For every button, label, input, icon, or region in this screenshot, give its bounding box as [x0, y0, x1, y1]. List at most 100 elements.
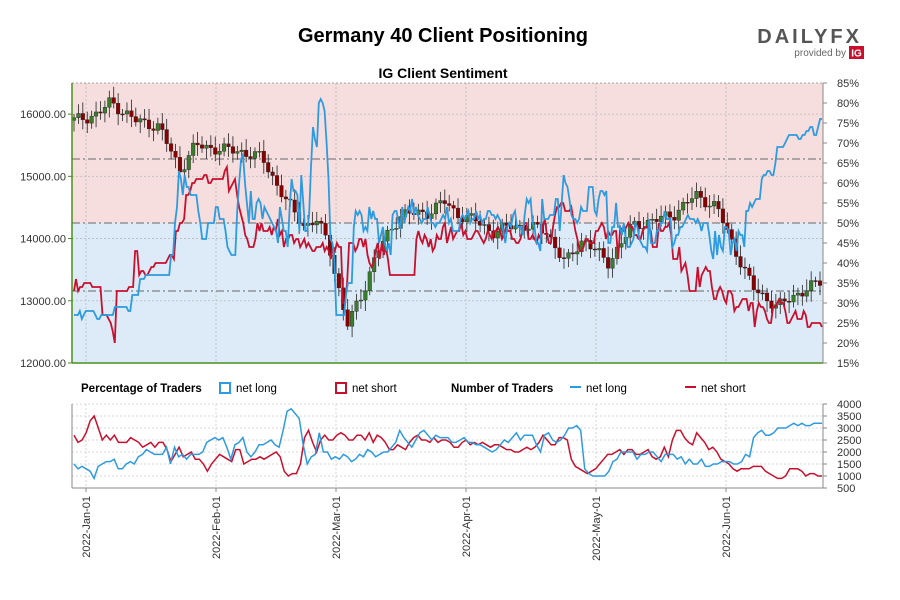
candle-body — [420, 209, 425, 213]
candle-body — [628, 223, 633, 238]
candle-body — [323, 223, 328, 236]
candle-body — [133, 116, 138, 123]
candle-body — [787, 301, 792, 303]
pct-net-short-line — [73, 163, 823, 344]
sentiment-tick-label: 50% — [837, 218, 859, 230]
candle-body — [650, 219, 655, 221]
candle-body — [606, 257, 611, 269]
candle-body — [800, 292, 805, 297]
legend-pct-long: net long — [236, 383, 277, 395]
traders-net-short-line — [73, 414, 822, 480]
legend: Percentage of Traders net long net short… — [81, 382, 747, 395]
candle-body — [275, 175, 280, 186]
candle-body — [191, 142, 196, 156]
traders-tick-label: 2000 — [837, 447, 861, 459]
sentiment-tick-label: 75% — [837, 118, 859, 130]
candle-body — [442, 200, 447, 204]
candle-body — [195, 142, 200, 146]
candle-body — [98, 111, 103, 114]
price-tick-label: 16000.00 — [20, 109, 66, 121]
candle-body — [765, 292, 770, 302]
candle-body — [433, 202, 438, 215]
legend-num-short: net short — [701, 383, 747, 395]
legend-num-long: net long — [586, 383, 627, 395]
candle-body — [782, 298, 787, 302]
candle-body — [151, 128, 156, 131]
sentiment-tick-label: 20% — [837, 338, 859, 350]
candle-body — [456, 207, 461, 219]
dailyfx-logo: DAILYFX provided by IG — [757, 26, 864, 60]
candle-body — [107, 97, 112, 108]
legend-short-box-icon — [335, 382, 347, 394]
candle-body — [795, 292, 800, 296]
candle-body — [363, 290, 368, 301]
legend-pct-short: net short — [352, 383, 398, 395]
candle-body — [592, 248, 597, 251]
traders-tick-label: 1500 — [837, 459, 861, 471]
sentiment-tick-label: 40% — [837, 258, 859, 270]
price-tick-label: 15000.00 — [20, 171, 66, 183]
traders-tick-label: 500 — [837, 483, 855, 495]
sentiment-tick-label: 45% — [837, 238, 859, 250]
candle-body — [217, 150, 222, 155]
candle-body — [553, 236, 558, 249]
candle-body — [169, 143, 174, 152]
candle-body — [601, 248, 606, 258]
x-tick-label: 2022-Mar-01 — [331, 496, 343, 559]
candle-body — [266, 162, 271, 173]
candle-body — [535, 222, 540, 225]
sentiment-tick-label: 60% — [837, 178, 859, 190]
candle-body — [619, 243, 624, 248]
candle-body — [738, 256, 743, 268]
candle-body — [222, 143, 227, 152]
x-tick-label: 2022-Jan-01 — [81, 496, 93, 558]
x-tick-label: 2022-Apr-01 — [461, 496, 473, 557]
candle-body — [270, 171, 275, 176]
candle-body — [769, 300, 774, 309]
candle-body — [667, 211, 672, 218]
candle-body — [173, 151, 178, 158]
candle-body — [561, 257, 566, 259]
candle-body — [469, 213, 474, 216]
x-tick-label: 2022-Feb-01 — [211, 496, 223, 559]
logo-tagline: provided by — [794, 48, 846, 59]
reference-lines — [72, 158, 823, 292]
candle-body — [813, 280, 818, 282]
candle-body — [698, 191, 703, 198]
candle-body — [252, 151, 257, 159]
candle-body — [164, 129, 169, 144]
candle-body — [186, 155, 191, 170]
candle-body — [760, 292, 765, 295]
candle-body — [155, 123, 160, 131]
long-zone-bg — [72, 223, 823, 363]
candle-body — [239, 149, 244, 152]
candle-body — [314, 220, 319, 226]
ig-logo-badge — [849, 46, 864, 59]
sentiment-tick-label: 55% — [837, 198, 859, 210]
x-tick-label: 2022-May-01 — [591, 496, 603, 561]
candle-body — [575, 251, 580, 255]
candle-body — [76, 113, 81, 118]
traders-lines — [73, 407, 822, 481]
candle-body — [818, 280, 823, 286]
traders-axes — [71, 404, 824, 489]
candle-body — [495, 230, 500, 239]
candle-body — [319, 220, 324, 224]
candle-body — [160, 123, 165, 130]
candle-body — [248, 156, 253, 159]
candle-body — [685, 202, 690, 204]
candle-body — [712, 201, 717, 207]
traders-tick-label: 1000 — [837, 471, 861, 483]
candle-body — [672, 217, 677, 221]
x-tick-label: 2022-Jun-01 — [721, 496, 733, 558]
candle-body — [676, 209, 681, 221]
price-tick-label: 13000.00 — [20, 296, 66, 308]
traders-tick-label: 4000 — [837, 399, 861, 411]
candle-body — [707, 205, 712, 208]
traders-tick-label: 3500 — [837, 411, 861, 423]
candle-body — [244, 149, 249, 157]
percentage-lines — [73, 96, 823, 344]
chart-title: Germany 40 Client Positioning — [298, 25, 588, 47]
legend-pct-title: Percentage of Traders — [81, 383, 202, 395]
